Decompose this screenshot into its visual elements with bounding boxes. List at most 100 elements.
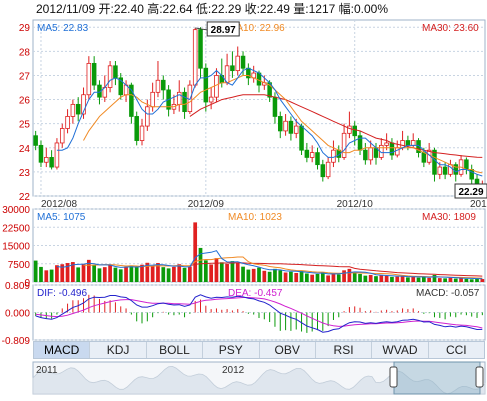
candle-body [240,55,246,69]
tab-wvad[interactable]: WVAD [372,342,429,358]
volume-bar [421,276,426,282]
price-tick-label: 29 [19,23,31,34]
volume-tick-label: 22500 [2,223,30,234]
tab-boll[interactable]: BOLL [147,342,204,358]
volume-bar [156,263,160,282]
candle-body [309,152,315,158]
volume-bar [326,275,330,282]
candle-body [432,149,437,175]
vol-ma30-legend: MA30: 1809 [422,212,476,223]
volume-bar [294,272,299,282]
candle-body [405,140,411,146]
candle-body [214,75,219,98]
macd-legend: MACD: -0.057 [416,288,480,299]
macd-tick-label: -0.809 [2,336,31,347]
price-tick-label: 28 [19,47,31,58]
ma30-legend: MA30: 23.60 [422,23,479,34]
navigator-left-handle[interactable] [389,366,398,388]
tab-kdj[interactable]: KDJ [90,342,147,358]
candle-body [453,164,459,175]
candle-body [176,91,182,105]
tab-rsi[interactable]: RSI [316,342,373,358]
candle-body [288,120,294,134]
volume-bar [39,266,43,282]
volume-bar [469,279,474,282]
volume-bar [390,276,394,282]
volume-bar [289,271,293,282]
candle-body [54,142,60,168]
volume-bar [33,260,38,282]
volume-bar [453,278,458,282]
candle-body [325,161,331,178]
volume-bar [65,263,70,282]
candle-body [320,164,326,178]
candle-body [293,125,299,134]
candle-body [389,142,395,156]
volume-bar [262,270,267,282]
price-tick-label: 24 [19,144,31,155]
candle-body [235,55,240,72]
volume-bar [427,277,432,282]
vol-ma10-line [83,256,483,279]
volume-bar [336,274,341,282]
volume-bar [299,270,304,282]
tab-macd[interactable]: MACD [34,342,91,358]
candle-body [394,147,400,156]
volume-bar [320,272,325,282]
volume-bar [241,266,245,282]
volume-tick-label: 30000 [2,205,30,216]
annotation-leader [195,27,208,31]
navigator-year-label: 2012 [222,365,245,376]
volume-bar [230,261,235,282]
price-tick-label: 26 [19,96,31,107]
dea-legend: DEA: -0.457 [228,288,283,299]
volume-bar [124,266,128,282]
volume-bar [134,266,139,282]
volume-bar [411,276,416,282]
tab-cci[interactable]: CCI [445,343,467,357]
macd-tick-label: 0.809 [5,281,30,292]
candle-body [347,125,352,134]
navigator-right-handle[interactable] [475,366,484,388]
navigator-selection[interactable] [393,361,481,395]
annotation-box [454,183,487,199]
candle-body [44,157,49,163]
volume-bar [437,278,442,282]
volume-bar [235,262,240,282]
candle-body [38,144,44,163]
candle-body [129,84,134,117]
price-tick-label: 25 [19,120,31,131]
volume-bar [198,247,203,282]
ma10-legend: MA10: 22.96 [228,23,285,34]
vol-ma5-line [56,250,483,280]
date-axis-label: 2012/09 [188,199,225,210]
volume-bar [443,278,447,282]
tab-psy[interactable]: PSY [203,342,260,358]
volume-bar [246,269,251,282]
candle-body [113,65,118,79]
candle-body [203,67,209,103]
volume-bar [225,263,229,282]
vol-ma30-line [189,262,483,277]
candle-body [81,94,86,115]
volume-bar [464,278,469,282]
candle-body [118,77,124,96]
date-axis-label: 2012/08 [41,199,78,210]
volume-bar [432,274,437,282]
tab-obv[interactable]: OBV [260,342,316,358]
volume-bar [193,222,198,282]
volume-tick-label: 7500 [8,260,31,271]
date-axis-label: 2012/11 [470,199,487,210]
candle-body [464,159,469,170]
volume-bar [49,269,54,282]
candle-body [341,132,347,158]
volume-bar [331,273,336,282]
volume-bar [108,264,112,282]
volume-bar [416,277,421,282]
macd-tick-label: 0.000 [5,309,30,320]
candle-body [91,62,97,86]
volume-bar [257,267,261,282]
volume-bar [214,258,219,282]
volume-bar [283,272,288,282]
